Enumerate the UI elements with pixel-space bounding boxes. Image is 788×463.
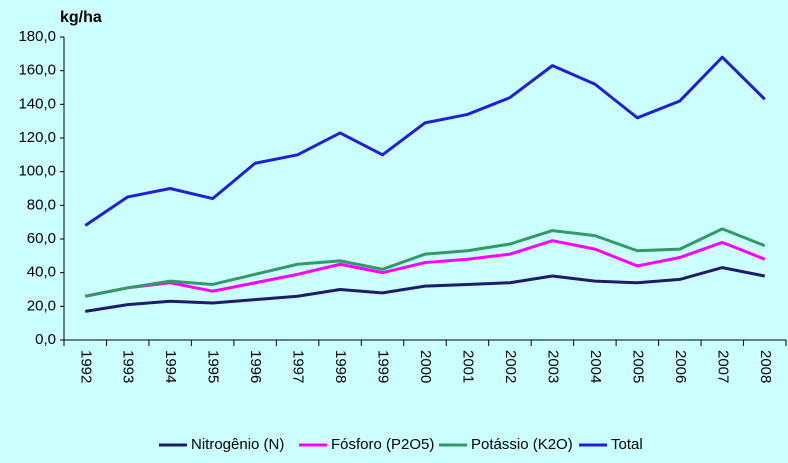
x-tick-label: 1995 <box>205 350 222 383</box>
y-tick-label: 0,0 <box>35 331 56 348</box>
x-tick-label: 1993 <box>120 350 137 383</box>
x-tick-label: 2000 <box>417 350 434 383</box>
line-series <box>84 239 766 298</box>
x-tick-label: 1998 <box>332 350 349 383</box>
x-tick-label: 2002 <box>502 350 519 383</box>
x-tick-label: 2004 <box>587 350 604 383</box>
x-tick-label: 1996 <box>247 350 264 383</box>
x-tick-label: 1994 <box>162 350 179 383</box>
x-tick-label: 2005 <box>629 350 646 383</box>
x-tick-label: 2006 <box>672 350 689 383</box>
line-series <box>84 55 766 227</box>
y-tick-label: 180,0 <box>18 28 56 45</box>
x-tick-label: 2008 <box>757 350 774 383</box>
y-tick-label: 60,0 <box>27 230 56 247</box>
legend-label: Nitrogênio (N) <box>191 436 284 453</box>
line-series <box>85 266 766 313</box>
y-tick-label: 80,0 <box>27 196 56 213</box>
x-tick-label: 1992 <box>77 350 94 383</box>
legend-label: Fósforo (P2O5) <box>331 436 434 453</box>
x-tick-label: 1999 <box>375 350 392 383</box>
y-tick-label: 140,0 <box>18 95 56 112</box>
x-tick-label: 2001 <box>460 350 477 383</box>
x-tick-label: 2007 <box>714 350 731 383</box>
y-tick-label: 40,0 <box>27 264 56 281</box>
legend-label: Total <box>611 436 643 453</box>
x-tick-label: 1997 <box>290 350 307 383</box>
y-tick-label: 100,0 <box>18 163 56 180</box>
y-tick-label: 120,0 <box>18 129 56 146</box>
y-tick-label: 20,0 <box>27 297 56 314</box>
x-tick-label: 2003 <box>544 350 561 383</box>
y-axis-label: kg/ha <box>60 9 102 26</box>
line-series <box>84 227 766 298</box>
legend-label: Potássio (K2O) <box>471 436 573 453</box>
y-tick-label: 160,0 <box>18 62 56 79</box>
